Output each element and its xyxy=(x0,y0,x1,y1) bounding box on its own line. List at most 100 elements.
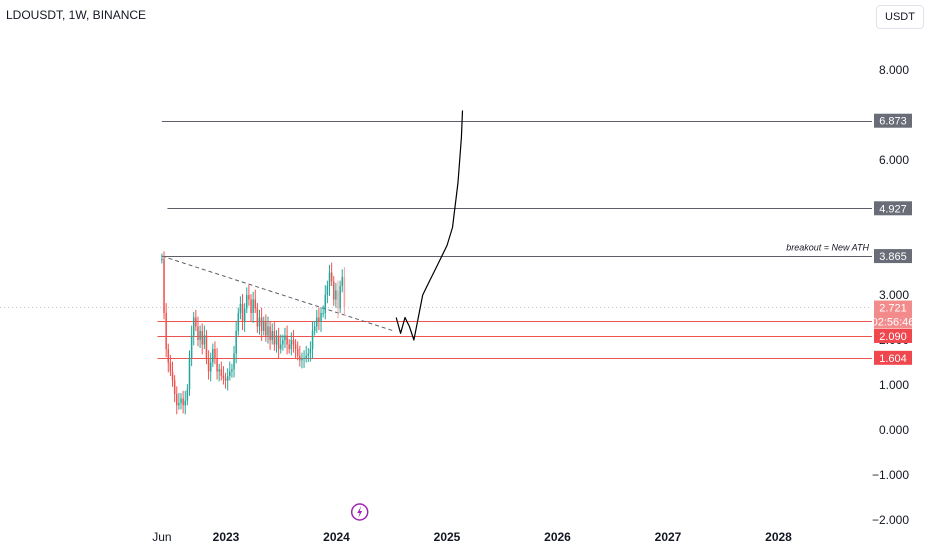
candle-body xyxy=(320,313,322,322)
candle xyxy=(328,264,331,296)
candle-body xyxy=(258,317,261,327)
candle-body xyxy=(318,317,320,322)
price-tag-5-bg xyxy=(874,350,912,365)
candle xyxy=(178,393,180,410)
currency-button[interactable]: USDT xyxy=(876,5,924,29)
candle-body xyxy=(337,290,339,309)
candle xyxy=(214,341,216,365)
price-tag-2: 3.865 xyxy=(874,249,912,264)
candle xyxy=(337,280,339,319)
candle xyxy=(216,348,218,380)
candle xyxy=(250,294,252,322)
candle-body xyxy=(237,313,240,331)
candle-body xyxy=(316,317,318,327)
candle-body xyxy=(212,349,214,363)
price-tag-0-text: 6.873 xyxy=(879,116,907,128)
candle-body xyxy=(294,344,297,349)
candle-body xyxy=(273,331,276,345)
candle xyxy=(343,267,346,316)
candle xyxy=(282,334,284,351)
candle xyxy=(190,325,193,367)
forecast-drawing xyxy=(395,110,464,341)
time-tick-label: 2027 xyxy=(655,530,682,544)
symbol-title: LDOUSDT, 1W, BINANCE xyxy=(6,8,147,22)
candle-body xyxy=(328,272,331,286)
candle xyxy=(231,363,233,378)
price-tag-1: 4.927 xyxy=(874,201,912,216)
price-tag-0: 6.873 xyxy=(874,113,912,128)
candle xyxy=(243,303,246,332)
candle xyxy=(201,323,203,355)
candle-body xyxy=(235,331,237,354)
candle-body xyxy=(301,358,303,361)
candle xyxy=(260,307,263,341)
candle-body xyxy=(216,358,218,372)
time-tick-label: 2024 xyxy=(323,530,350,544)
candle-body xyxy=(171,371,174,381)
countdown-tag-text: 02:56:46 xyxy=(872,317,915,329)
candle xyxy=(290,332,293,356)
candle xyxy=(332,276,335,306)
candle xyxy=(195,309,197,331)
candle xyxy=(262,316,265,336)
candle-body xyxy=(260,317,263,331)
candle xyxy=(205,330,208,365)
time-tick-label: 2026 xyxy=(544,530,571,544)
candle-body xyxy=(330,272,333,282)
y-tick-label: −1.000 xyxy=(872,468,909,482)
last-price-tag-text: 2.721 xyxy=(879,303,907,315)
candle xyxy=(209,352,212,382)
candle xyxy=(220,361,223,381)
candle-body xyxy=(184,400,187,406)
candle-body xyxy=(180,398,182,403)
candle xyxy=(254,289,257,313)
countdown-tag: 02:56:46 xyxy=(872,314,915,329)
price-tag-2-bg xyxy=(874,249,912,264)
candle xyxy=(235,321,237,364)
candle xyxy=(175,386,178,415)
candle xyxy=(173,375,176,403)
candle-body xyxy=(231,369,233,372)
countdown-tag-bg xyxy=(874,314,912,329)
candle-body xyxy=(288,344,290,349)
candle xyxy=(182,390,184,414)
candle xyxy=(252,291,254,323)
y-tick-label: 6.000 xyxy=(879,153,909,167)
price-tag-4-bg xyxy=(874,328,912,343)
candle xyxy=(212,343,214,367)
candle xyxy=(226,368,229,391)
price-tag-5-text: 1.604 xyxy=(879,353,907,365)
flash-icon-layer[interactable] xyxy=(350,503,369,521)
candle xyxy=(165,303,167,358)
candle-body xyxy=(165,313,167,349)
candle-body xyxy=(262,322,265,331)
candle xyxy=(271,323,273,345)
candle xyxy=(313,321,316,336)
candle-body xyxy=(192,317,195,336)
candle-body xyxy=(169,362,172,372)
y-tick-label: 8.000 xyxy=(879,63,909,77)
price-tag-0-bg xyxy=(874,113,912,128)
price-tag-2-text: 3.865 xyxy=(879,251,907,263)
candle-body xyxy=(241,304,244,322)
candle xyxy=(218,363,220,382)
candle-body xyxy=(279,344,282,349)
time-tick-label: 2025 xyxy=(434,530,461,544)
candle-body xyxy=(161,259,163,260)
candle-body xyxy=(190,335,193,358)
candle-body xyxy=(254,299,257,309)
candle xyxy=(279,334,282,354)
candle-body xyxy=(271,331,273,340)
candle xyxy=(229,361,231,381)
candle-body xyxy=(250,299,252,313)
candle-body xyxy=(284,335,286,340)
candle-body xyxy=(233,353,235,370)
candle xyxy=(180,393,182,410)
candle xyxy=(330,262,333,286)
candle xyxy=(199,325,201,349)
candle xyxy=(207,350,210,380)
candle-body xyxy=(222,376,225,379)
flash-icon[interactable] xyxy=(350,503,369,521)
candle-body xyxy=(307,353,310,356)
